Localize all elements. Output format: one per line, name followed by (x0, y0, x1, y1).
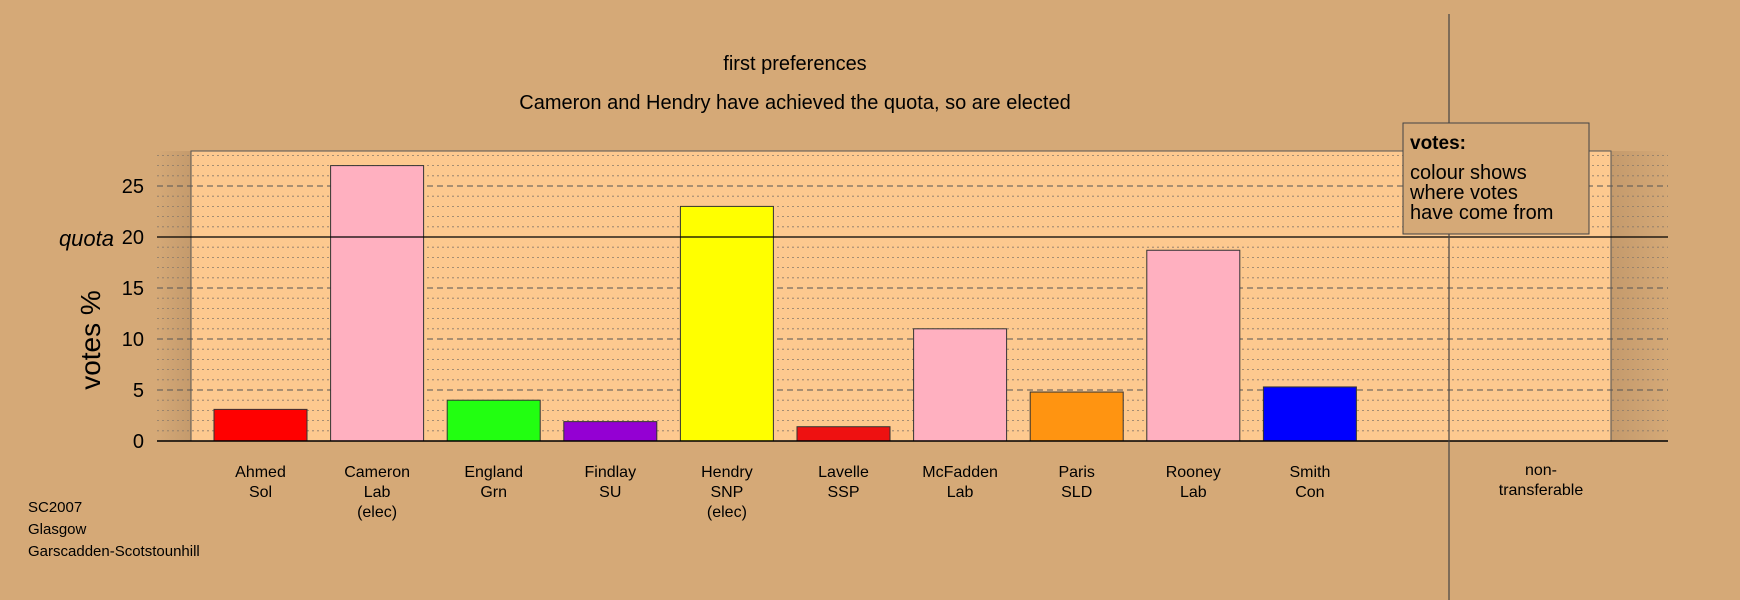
x-label-paris-line2: SLD (1061, 484, 1092, 501)
x-label-findlay-line2: SU (599, 484, 621, 501)
x-label-hendry-line3: (elec) (707, 504, 747, 521)
legend: votes: colour shows where votes have com… (1402, 122, 1590, 235)
x-label-hendry-line1: Hendry (701, 464, 753, 481)
legend-line-1: colour shows (1410, 162, 1527, 184)
x-label-hendry-line2: SNP (710, 484, 743, 501)
x-label-lavelle-line1: Lavelle (818, 464, 869, 481)
chart-title: first preferences (723, 53, 866, 75)
margin-shade-left (157, 151, 191, 441)
footer-line-3: Garscadden-Scotstounhill (28, 543, 200, 560)
x-label-cameron-line3: (elec) (357, 504, 397, 521)
y-axis: 0 5 10 15 20 25 (122, 176, 144, 453)
bar-smith (1262, 386, 1357, 442)
y-tick-label: 15 (122, 278, 144, 300)
bar-cameron (330, 165, 425, 442)
x-label-ahmed-line1: Ahmed (235, 464, 286, 481)
x-label-findlay-line1: Findlay (585, 464, 637, 481)
x-label-rooney-line2: Lab (1180, 484, 1207, 501)
footer-line-1: SC2007 (28, 499, 82, 516)
x-label-smith-line2: Con (1295, 484, 1324, 501)
quota-label: quota (59, 226, 114, 251)
plot-area (190, 150, 1612, 442)
bar-ahmed (213, 408, 308, 442)
bar-rooney (1146, 249, 1241, 442)
x-label-mcfadden-line2: Lab (947, 484, 974, 501)
legend-title: votes: (1410, 133, 1466, 154)
x-label-england-line1: England (464, 464, 523, 481)
bar-england (446, 399, 541, 442)
y-tick-label: 25 (122, 176, 144, 198)
y-tick-label: 20 (122, 227, 144, 249)
x-label-smith-line1: Smith (1289, 464, 1330, 481)
legend-box (1402, 122, 1590, 235)
margin-shade-right (1611, 151, 1668, 441)
y-tick-label: 10 (122, 329, 144, 351)
y-axis-label: votes % (75, 290, 106, 390)
x-label-cameron-line1: Cameron (344, 464, 410, 481)
y-tick-label: 5 (133, 380, 144, 402)
bar-hendry (679, 205, 774, 442)
legend-line-2: where votes (1409, 182, 1518, 204)
footer-line-2: Glasgow (28, 521, 87, 538)
x-label-lavelle-line2: SSP (827, 484, 859, 501)
y-tick-label: 0 (133, 431, 144, 453)
nontransferable-label-line2: transferable (1499, 482, 1584, 499)
chart-subtitle: Cameron and Hendry have achieved the quo… (519, 92, 1070, 114)
x-axis-labels: Ahmed Sol Cameron Lab (elec) England Grn Findla… (235, 464, 1330, 521)
x-label-mcfadden-line1: McFadden (922, 464, 998, 481)
nontransferable-label-line1: non- (1525, 462, 1557, 479)
x-label-paris-line1: Paris (1058, 464, 1094, 481)
x-label-ahmed-line2: Sol (249, 484, 272, 501)
bar-mcfadden (913, 328, 1008, 442)
bars (213, 165, 1357, 442)
x-label-england-line2: Grn (480, 484, 507, 501)
bar-lavelle (796, 426, 891, 442)
bar-findlay (563, 421, 658, 442)
legend-line-3: have come from (1410, 202, 1553, 224)
x-label-cameron-line2: Lab (364, 484, 391, 501)
x-label-rooney-line1: Rooney (1166, 464, 1221, 481)
bar-paris (1029, 391, 1124, 442)
